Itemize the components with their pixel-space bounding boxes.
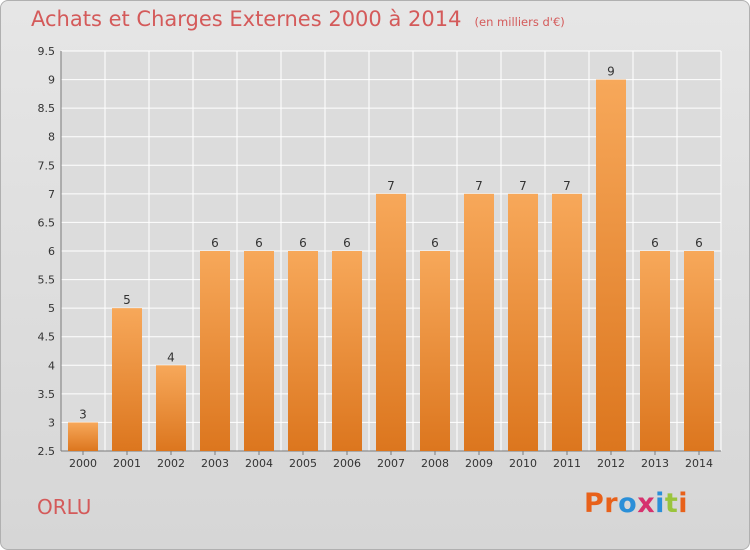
brand-letter: o xyxy=(618,488,638,519)
y-tick-label: 5 xyxy=(48,302,55,315)
y-tick-label: 8.5 xyxy=(38,102,56,115)
chart-unit: (en milliers d'€) xyxy=(474,15,565,29)
brand-letter: P xyxy=(584,488,605,519)
bar xyxy=(200,251,230,451)
data-label: 6 xyxy=(343,236,351,250)
data-label: 6 xyxy=(651,236,659,250)
x-tick-label: 2005 xyxy=(289,457,317,470)
data-label: 7 xyxy=(519,179,527,193)
data-label: 7 xyxy=(475,179,483,193)
x-tick-label: 2011 xyxy=(553,457,581,470)
chart-title: Achats et Charges Externes 2000 à 2014 (… xyxy=(31,7,565,31)
x-tick-label: 2000 xyxy=(69,457,97,470)
bar xyxy=(112,308,142,451)
x-tick-label: 2014 xyxy=(685,457,713,470)
data-label: 4 xyxy=(167,350,175,364)
y-tick-label: 7 xyxy=(48,188,55,201)
bar xyxy=(420,251,450,451)
bar xyxy=(288,251,318,451)
data-label: 7 xyxy=(387,179,395,193)
x-tick-label: 2013 xyxy=(641,457,669,470)
data-label: 3 xyxy=(79,407,87,421)
data-label: 9 xyxy=(607,65,615,79)
bar xyxy=(244,251,274,451)
y-tick-label: 3 xyxy=(48,416,55,429)
bar xyxy=(68,422,98,451)
commune-name: ORLU xyxy=(37,495,92,519)
data-label: 6 xyxy=(695,236,703,250)
bar xyxy=(464,193,494,451)
y-tick-label: 7.5 xyxy=(38,159,56,172)
bar xyxy=(508,193,538,451)
y-tick-label: 4 xyxy=(48,359,55,372)
chart-title-text: Achats et Charges Externes 2000 à 2014 xyxy=(31,7,462,31)
bar xyxy=(156,365,186,451)
y-tick-label: 2.5 xyxy=(38,445,56,458)
x-tick-label: 2002 xyxy=(157,457,185,470)
data-label: 6 xyxy=(255,236,263,250)
brand-logo[interactable]: Proxiti xyxy=(584,488,688,519)
bar xyxy=(552,193,582,451)
brand-letter: i xyxy=(678,488,689,519)
bar xyxy=(684,251,714,451)
brand-letter: t xyxy=(664,488,679,519)
data-label: 6 xyxy=(211,236,219,250)
bar xyxy=(376,193,406,451)
bar xyxy=(596,79,626,452)
data-label: 5 xyxy=(123,293,131,307)
y-tick-label: 8 xyxy=(48,131,55,144)
y-tick-label: 3.5 xyxy=(38,388,56,401)
bar xyxy=(332,251,362,451)
x-tick-label: 2009 xyxy=(465,457,493,470)
x-tick-label: 2012 xyxy=(597,457,625,470)
data-label: 6 xyxy=(299,236,307,250)
y-tick-label: 9 xyxy=(48,74,55,87)
y-tick-label: 9.5 xyxy=(38,45,56,58)
x-tick-label: 2008 xyxy=(421,457,449,470)
y-tick-label: 6.5 xyxy=(38,216,56,229)
brand-letter: x xyxy=(637,488,656,519)
x-tick-label: 2007 xyxy=(377,457,405,470)
brand-letter: r xyxy=(604,488,619,519)
x-tick-label: 2006 xyxy=(333,457,361,470)
data-label: 7 xyxy=(563,179,571,193)
bar xyxy=(640,251,670,451)
y-tick-label: 6 xyxy=(48,245,55,258)
y-tick-label: 4.5 xyxy=(38,331,56,344)
x-tick-label: 2003 xyxy=(201,457,229,470)
x-tick-label: 2001 xyxy=(113,457,141,470)
brand-letter: i xyxy=(655,488,665,519)
x-tick-label: 2004 xyxy=(245,457,273,470)
data-label: 6 xyxy=(431,236,439,250)
x-tick-label: 2010 xyxy=(509,457,537,470)
y-tick-label: 5.5 xyxy=(38,274,56,287)
